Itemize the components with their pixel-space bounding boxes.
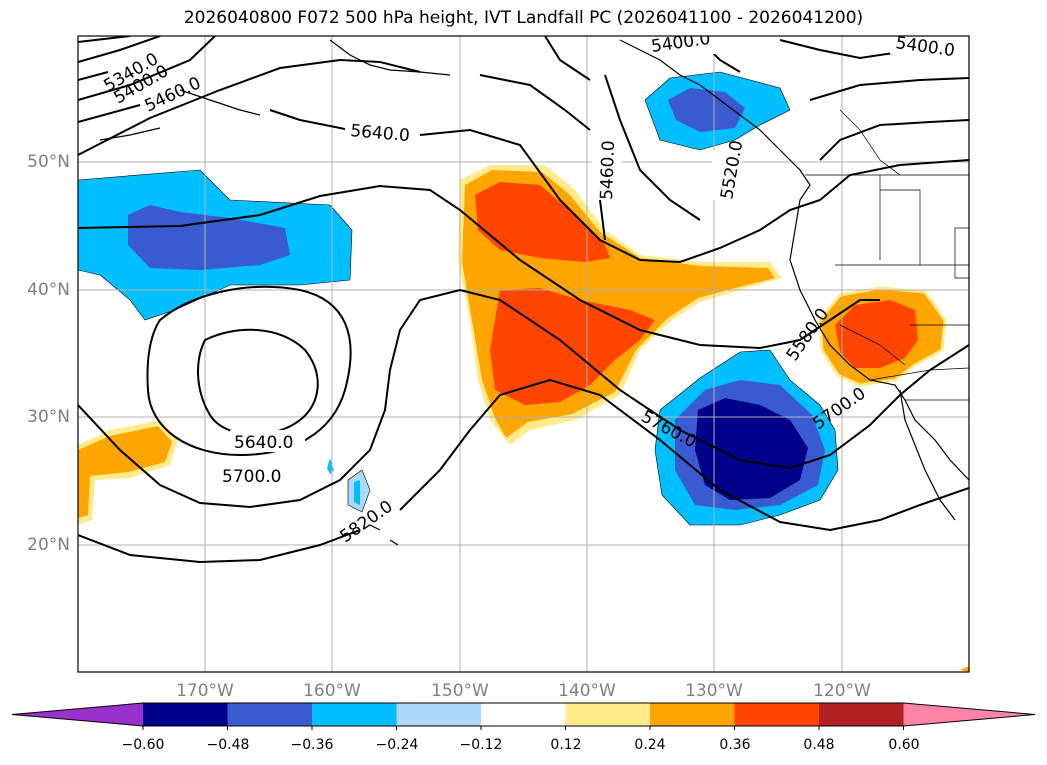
colorbar-segment [396,703,482,726]
contour-label: 5700.0 [222,467,281,487]
colorbar-tick: −0.48 [206,737,250,753]
colorbar-segment [734,703,820,726]
colorbar-segment [650,703,735,726]
lon-label-160w: 160°W [303,681,361,701]
colorbar-segment [312,703,397,726]
colorbar-tick: −0.36 [290,737,334,753]
graticule [78,36,969,672]
colorbar-tick: 0.12 [550,737,582,753]
colorbar-extend-high [903,703,1035,726]
lon-label-170w: 170°W [176,681,234,701]
colorbar-tick: −0.12 [459,737,503,753]
lat-label-30n: 30°N [27,407,70,427]
lat-label-20n: 20°N [27,535,70,555]
colorbar-tick: −0.60 [121,737,165,753]
contour-label: 5640.0 [234,433,293,453]
lat-label-40n: 40°N [27,280,70,300]
colorbar-tick: 0.36 [719,737,751,753]
lon-label-140w: 140°W [558,681,616,701]
contour-label-backdrops [218,36,969,486]
colorbar-tick: 0.60 [888,737,920,753]
ivt-negative-alaska [644,71,791,151]
colorbar-tick: 0.24 [634,737,666,753]
lat-label-50n: 50°N [27,152,70,172]
colorbar-extend-low [12,703,143,726]
colorbar-outline [11,702,1036,727]
colorbar-tick: 0.48 [803,737,835,753]
colorbar-segment [481,703,566,726]
ivt-negative-central [654,349,839,526]
colorbar-segment [143,703,228,726]
ivt-positive-central [458,165,782,445]
colorbar-segment [819,703,904,726]
lon-label-150w: 150°W [431,681,489,701]
colorbar-segment [227,703,313,726]
colorbar-tick: −0.24 [375,737,419,753]
ivt-positive-california [818,286,947,387]
map-title: 2026040800 F072 500 hPa height, IVT Land… [183,8,864,28]
contour-label: 5460.0 [597,140,619,200]
lon-label-130w: 130°W [685,681,743,701]
map-panel: 5340.0 5400.0 5460.0 5400.0 5400.0 5640.… [77,35,970,673]
map-frame [77,35,970,673]
lon-label-120w: 120°W [813,681,871,701]
ivt-positive-southwest [78,420,178,525]
colorbar-segment [565,703,651,726]
